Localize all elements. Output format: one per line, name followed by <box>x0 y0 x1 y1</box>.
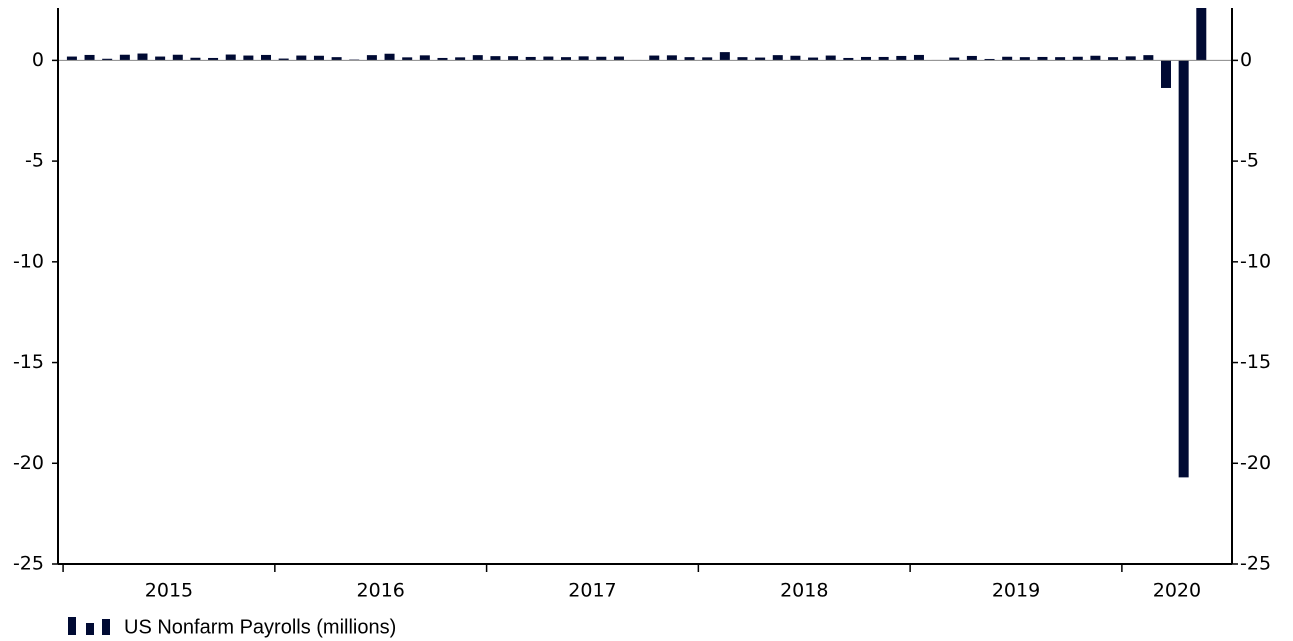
bar <box>278 58 289 61</box>
bar <box>719 52 730 61</box>
y-tick-label: -20 <box>13 452 44 474</box>
bar <box>366 55 377 61</box>
bar <box>1143 55 1154 61</box>
y2-tick-label: -15 <box>1240 351 1271 373</box>
bar <box>1019 57 1030 61</box>
bar <box>984 58 995 61</box>
bar <box>649 55 660 61</box>
bar <box>102 58 113 61</box>
x-tick-label: 2020 <box>1153 580 1201 602</box>
bar <box>1037 56 1048 61</box>
bar <box>455 57 466 61</box>
bar <box>419 55 430 61</box>
bar <box>208 57 219 61</box>
bar <box>472 55 483 61</box>
bar <box>1002 56 1013 61</box>
bar <box>1196 8 1207 61</box>
bar <box>313 55 324 61</box>
y2-tick-label: -5 <box>1240 150 1259 172</box>
bar <box>561 57 572 61</box>
bar <box>490 56 501 61</box>
bar <box>84 54 95 61</box>
bar <box>119 54 130 61</box>
x-tick-label: 2018 <box>780 580 828 602</box>
bar <box>137 53 148 61</box>
bar <box>825 55 836 61</box>
bar <box>878 56 889 61</box>
bar <box>155 56 166 61</box>
y2-tick-label: -10 <box>1240 250 1271 272</box>
bar <box>190 57 201 61</box>
bar <box>1160 60 1171 88</box>
bar <box>331 57 342 61</box>
bar <box>508 56 519 61</box>
bar <box>225 54 236 61</box>
bar <box>578 56 589 61</box>
bar <box>666 55 677 61</box>
bar <box>790 55 801 61</box>
x-tick-label: 2017 <box>568 580 616 602</box>
bar <box>384 53 395 61</box>
bar <box>1108 57 1119 61</box>
bar <box>913 54 924 61</box>
legend-swatch <box>68 617 76 635</box>
legend-swatch <box>86 623 94 635</box>
x-tick-label: 2019 <box>992 580 1040 602</box>
bar <box>402 57 413 61</box>
y-tick-label: -15 <box>13 351 44 373</box>
y2-tick-label: 0 <box>1240 49 1252 71</box>
bar <box>66 56 77 61</box>
bar <box>949 57 960 61</box>
y-tick-label: -25 <box>13 553 44 575</box>
bar <box>596 56 607 61</box>
bar <box>808 57 819 61</box>
x-tick-label: 2016 <box>357 580 405 602</box>
bar <box>243 55 254 61</box>
bar <box>525 56 536 61</box>
bar <box>1178 60 1189 478</box>
bar <box>1125 56 1136 61</box>
bar <box>296 55 307 61</box>
y-tick-label: -10 <box>13 250 44 272</box>
bar <box>437 57 448 61</box>
y-tick-label: -5 <box>25 150 44 172</box>
bar <box>1090 55 1101 61</box>
bar <box>543 56 554 61</box>
legend-swatch <box>102 619 110 635</box>
bar <box>755 57 766 61</box>
plot-area <box>66 8 1207 478</box>
bar <box>966 55 977 61</box>
bar <box>261 54 272 61</box>
bar <box>702 57 713 61</box>
bar <box>613 56 624 61</box>
bar <box>843 57 854 61</box>
x-tick-label: 2015 <box>145 580 193 602</box>
bar <box>896 55 907 61</box>
y2-tick-label: -20 <box>1240 452 1271 474</box>
bar <box>172 54 183 61</box>
bar <box>684 57 695 61</box>
y2-tick-label: -25 <box>1240 553 1271 575</box>
bar <box>1055 57 1066 61</box>
legend-label: US Nonfarm Payrolls (millions) <box>124 616 396 638</box>
bar <box>737 57 748 61</box>
bar <box>1072 56 1083 61</box>
y-tick-label: 0 <box>32 49 44 71</box>
bar <box>861 56 872 61</box>
bar <box>772 55 783 61</box>
